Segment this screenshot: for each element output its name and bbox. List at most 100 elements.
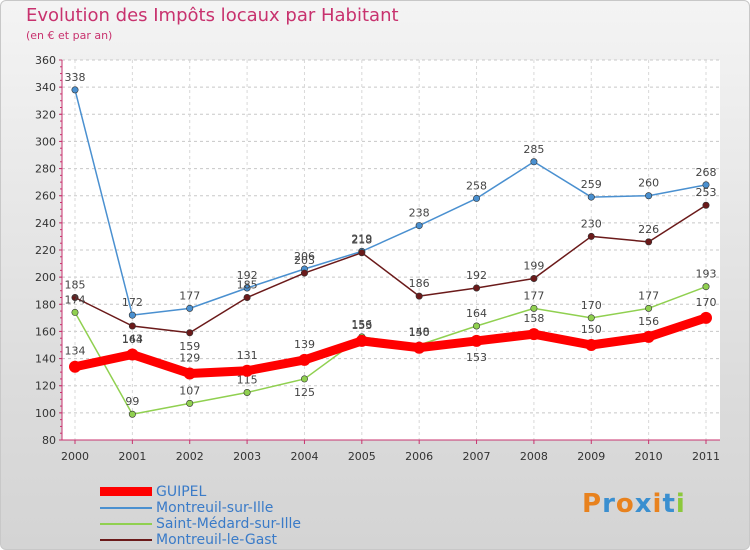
y-tick-label: 180	[35, 298, 56, 311]
x-tick-label: 2008	[520, 450, 548, 463]
data-label: 268	[696, 166, 717, 179]
legend-swatch-montreuil-le-gast	[100, 539, 152, 541]
proxiti-logo: Proxiti	[582, 489, 686, 519]
data-label: 174	[65, 293, 86, 306]
data-label: 218	[351, 234, 372, 247]
x-tick-label: 2002	[176, 450, 204, 463]
data-label: 156	[351, 318, 372, 331]
data-label: 158	[523, 312, 544, 325]
data-label: 259	[581, 178, 602, 191]
data-point	[128, 410, 136, 418]
data-point	[243, 284, 251, 292]
data-label: 172	[122, 296, 143, 309]
x-tick-label: 2011	[692, 450, 720, 463]
data-label: 99	[125, 395, 139, 408]
data-label: 170	[581, 299, 602, 312]
y-tick-label: 240	[35, 217, 56, 230]
data-point	[473, 194, 481, 202]
x-tick-label: 2010	[635, 450, 663, 463]
data-label: 125	[294, 386, 315, 399]
x-tick-label: 2001	[118, 450, 146, 463]
data-point	[587, 232, 595, 240]
data-point	[470, 334, 483, 347]
data-point	[183, 367, 196, 380]
data-point	[243, 293, 251, 301]
logo-letter: o	[615, 489, 635, 519]
data-point	[645, 192, 653, 200]
y-tick-label: 260	[35, 190, 56, 203]
y-tick-label: 360	[35, 54, 56, 67]
legend-label: Montreuil-sur-Ille	[156, 500, 274, 516]
data-label: 159	[179, 340, 200, 353]
data-point	[415, 292, 423, 300]
data-point	[186, 399, 194, 407]
data-point	[587, 193, 595, 201]
data-label: 156	[638, 315, 659, 328]
x-tick-label: 2004	[290, 450, 318, 463]
data-point	[642, 330, 655, 343]
data-label: 253	[696, 186, 717, 199]
data-label: 193	[696, 268, 717, 281]
data-point	[530, 274, 538, 282]
y-tick-label: 300	[35, 135, 56, 148]
data-point	[473, 322, 481, 330]
data-label: 185	[237, 279, 258, 292]
logo-letter: t	[662, 489, 676, 519]
chart-title: Evolution des Impôts locaux par Habitant	[26, 5, 399, 26]
y-tick-label: 140	[35, 353, 56, 366]
data-label: 150	[409, 326, 430, 339]
legend-swatch-saint-medard-sur-ille	[100, 523, 152, 525]
x-tick-label: 2003	[233, 450, 261, 463]
data-point	[702, 201, 710, 209]
data-point	[527, 328, 540, 341]
data-label: 131	[237, 349, 258, 362]
series-line	[74, 89, 707, 316]
data-label: 143	[122, 333, 143, 346]
x-tick-label: 2000	[61, 450, 89, 463]
data-point	[415, 222, 423, 230]
data-label: 150	[581, 323, 602, 336]
data-point	[530, 304, 538, 312]
y-tick-label: 80	[42, 434, 56, 447]
data-label: 258	[466, 179, 487, 192]
series-montreuil-le-gast: 185 164 159 185 203 218 186 192 199 230 226 253	[65, 186, 717, 353]
data-label: 192	[466, 269, 487, 282]
data-label: 185	[65, 279, 86, 292]
y-tick-label: 280	[35, 163, 56, 176]
data-point	[585, 339, 598, 351]
logo-letter: i	[652, 489, 663, 519]
data-label: 177	[523, 289, 544, 302]
x-tick-label: 2006	[405, 450, 433, 463]
data-point	[358, 249, 366, 257]
data-label: 203	[294, 254, 315, 267]
data-label: 226	[638, 223, 659, 236]
data-label: 164	[122, 333, 143, 346]
data-point	[241, 364, 254, 377]
data-label: 219	[351, 232, 372, 245]
data-label: 338	[65, 71, 86, 84]
data-label: 153	[466, 351, 487, 364]
series-guipel: 134 143 129 131 139 153 148 153 158 150 156 170	[65, 296, 717, 380]
data-point	[71, 86, 79, 94]
legend-label: Montreuil-le-Gast	[156, 532, 278, 548]
data-point	[700, 311, 712, 324]
legend-label: GUIPEL	[156, 484, 207, 500]
data-point	[126, 348, 139, 361]
series-montreuil-sur-ille: 338 172 177 192 206 219 238 258 285 259 260 268	[65, 71, 717, 319]
y-tick-label: 340	[35, 81, 56, 94]
y-tick-label: 160	[35, 325, 56, 338]
data-point	[243, 388, 251, 396]
legend-label: Saint-Médard-sur-Ille	[156, 516, 301, 532]
y-tick-label: 100	[35, 407, 56, 420]
data-point	[128, 322, 136, 330]
data-point	[413, 341, 426, 354]
data-point	[300, 375, 308, 383]
data-point	[298, 353, 311, 366]
logo-letter: P	[582, 489, 603, 519]
data-point	[186, 304, 194, 312]
legend-swatch-montreuil-sur-ille	[100, 507, 152, 509]
data-label: 230	[581, 217, 602, 230]
data-label: 186	[409, 277, 430, 290]
data-label: 148	[409, 326, 430, 339]
